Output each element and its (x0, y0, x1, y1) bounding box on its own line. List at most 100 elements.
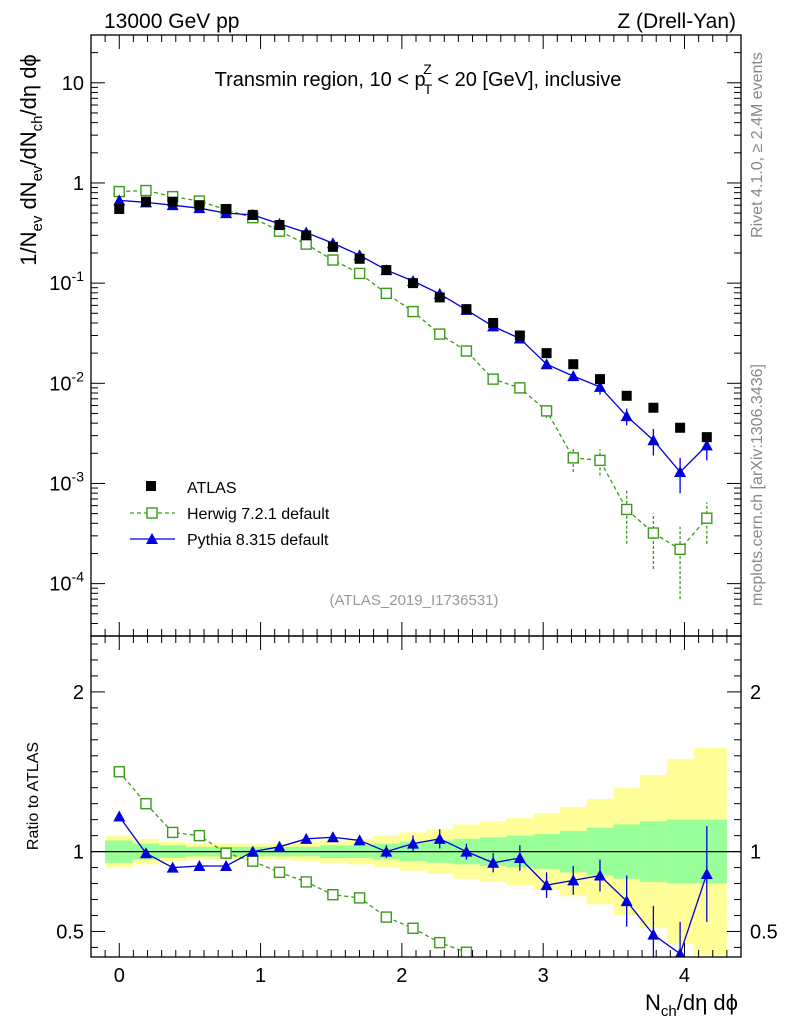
atlas-point (648, 402, 659, 413)
herwig-point (380, 287, 393, 300)
atlas-point (568, 359, 579, 370)
ratio-pythia-point (513, 851, 526, 863)
legend-atlas-label: ATLAS (187, 480, 237, 497)
herwig-point (460, 345, 473, 357)
ratio-herwig-point (488, 963, 498, 973)
ratio-y-tick-label: 0.5 (56, 921, 84, 943)
ratio-herwig-point (515, 958, 525, 968)
legend-pythia-marker (146, 533, 158, 544)
ratio-herwig-point (140, 797, 152, 810)
process-label: Z (Drell-Yan) (617, 10, 736, 33)
atlas-point (461, 304, 472, 315)
ratio-herwig-point (273, 866, 286, 879)
ratio-pythia-point (675, 947, 686, 957)
atlas-point (247, 209, 258, 220)
legend: ATLAS Herwig 7.2.1 default Pythia 8.315 … (130, 480, 330, 549)
herwig-point (567, 452, 579, 464)
pythia-point (674, 466, 687, 478)
ratio-pythia-point (326, 831, 339, 843)
atlas-point (354, 253, 365, 264)
atlas-point (274, 220, 285, 231)
watermark: (ATLAS_2019_I1736531) (329, 592, 498, 609)
atlas-point (167, 196, 178, 207)
atlas-point (701, 432, 712, 443)
ratio-herwig-point (113, 766, 125, 778)
ratio-pythia-point (139, 847, 152, 859)
herwig-point (620, 503, 633, 516)
pythia-point (540, 358, 553, 370)
atlas-point (194, 200, 205, 211)
ratio-y-label: Ratio to ATLAS (25, 742, 42, 850)
ratio-herwig-point (568, 987, 578, 997)
ratio-herwig-point (622, 995, 632, 1005)
atlas-point (114, 203, 125, 214)
ratio-y-tick-label-right: 2 (750, 682, 761, 704)
ratio-y-tick-label: 2 (73, 682, 84, 704)
pythia-line (119, 199, 708, 474)
legend-herwig-label: Herwig 7.2.1 default (187, 506, 330, 523)
pythia-point (620, 410, 633, 422)
y-tick-label: 10 (62, 73, 84, 95)
y-tick-label: 10-2 (49, 368, 84, 395)
pythia-point (567, 370, 580, 382)
atlas-point (488, 317, 499, 328)
ratio-y-tick-label: 1 (73, 842, 84, 864)
main-y-label: 1/Nev dNev/dNch/dη dϕ (16, 54, 46, 266)
x-tick-label: 0 (114, 965, 125, 987)
ratio-pythia-point (220, 859, 233, 871)
herwig-point (434, 328, 446, 340)
ratio-pythia-point (647, 928, 660, 940)
ratio-panel: 0.5 0.5 1 1 2 2 0 1 2 3 4 Ratio to ATLAS (25, 635, 778, 1005)
ratio-pythia-point (246, 845, 259, 857)
main-title: Transmin region, 10 < pTZ < 20 [GeV], in… (215, 61, 622, 97)
y-tick-label: 1 (73, 173, 84, 195)
main-panel: 10-4 10-3 10-2 10-1 1 10 Transmin region, 10 … (16, 34, 742, 637)
pythia-point (113, 194, 126, 206)
mcplots-label: mcplots.cern.ch [arXiv:1306.3436] (749, 364, 766, 606)
atlas-point (514, 330, 525, 341)
herwig-point (514, 382, 526, 394)
ratio-pythia-point (567, 874, 580, 886)
energy-label: 13000 GeV pp (104, 10, 239, 33)
pythia-point (700, 439, 713, 451)
herwig-point (701, 512, 713, 524)
atlas-point (140, 196, 151, 207)
ratio-herwig-point (434, 936, 446, 949)
ratio-herwig-point (595, 982, 605, 992)
x-tick-label: 1 (255, 965, 266, 987)
ratio-herwig-point (220, 847, 232, 859)
ratio-y-tick-label-right: 0.5 (750, 921, 778, 943)
x-tick-label: 4 (679, 965, 690, 987)
ratio-pythia-point (540, 879, 553, 891)
herwig-point (674, 543, 686, 556)
ratio-axis-ticks: 0.5 0.5 1 1 2 2 0 1 2 3 4 (56, 636, 778, 987)
herwig-point (407, 305, 419, 318)
legend-atlas-marker (146, 481, 156, 491)
herwig-point (647, 527, 660, 539)
ratio-pythia-point (273, 840, 286, 852)
x-tick-label: 3 (538, 965, 549, 987)
atlas-point (381, 265, 392, 276)
ratio-series (113, 766, 713, 1005)
main-series (113, 184, 713, 600)
ratio-pythia-point (113, 810, 126, 822)
herwig-point (140, 184, 152, 197)
legend-pythia-label: Pythia 8.315 default (187, 532, 329, 549)
herwig-point (353, 267, 366, 280)
ratio-herwig-point (460, 946, 473, 957)
ratio-pythia-point (593, 869, 606, 881)
ratio-pythia-point (193, 859, 206, 871)
ratio-pythia-point (433, 832, 446, 844)
ratio-pythia-point (300, 832, 313, 844)
atlas-point (541, 348, 552, 359)
atlas-point (408, 278, 419, 289)
ratio-pythia-point (166, 861, 179, 873)
ratio-pythia-point (460, 845, 473, 857)
ratio-herwig-point (193, 829, 206, 842)
atlas-point (621, 390, 632, 401)
herwig-point (594, 454, 606, 467)
main-axis-ticks: 10-4 10-3 10-2 10-1 1 10 (49, 34, 742, 637)
atlas-point (594, 374, 605, 385)
ratio-herwig-point (407, 922, 419, 934)
